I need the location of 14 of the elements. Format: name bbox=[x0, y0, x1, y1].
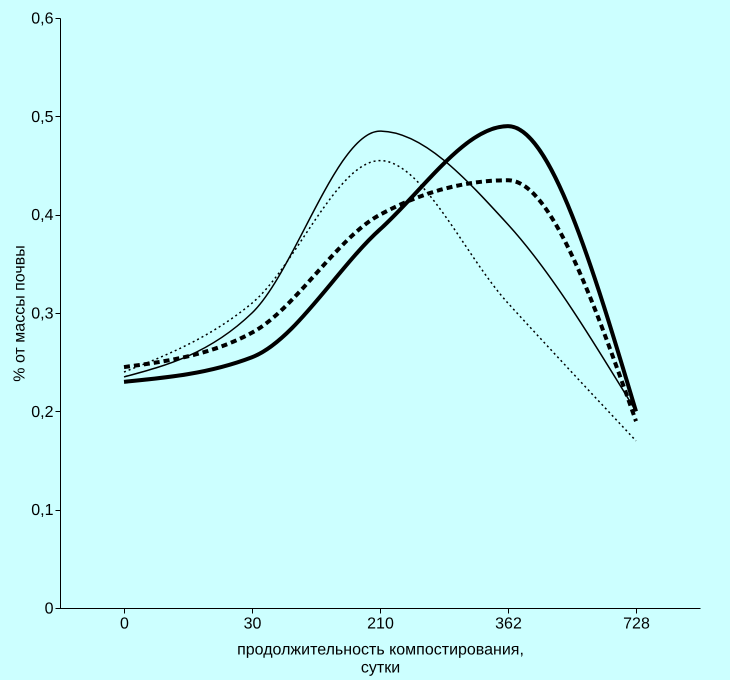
y-tick-label: 0,6 bbox=[31, 10, 54, 28]
y-tick-label: 0,4 bbox=[31, 207, 54, 224]
x-axis-title: продолжительность компостирования, сутки bbox=[237, 642, 524, 676]
y-tick-label: 0,1 bbox=[31, 502, 54, 520]
y-axis-title: % от массы почвы bbox=[11, 245, 28, 382]
x-tick-label: 30 bbox=[244, 616, 262, 632]
x-tick-label: 0 bbox=[120, 616, 130, 632]
y-tick-label: 0 bbox=[44, 600, 54, 618]
x-tick-label: 728 bbox=[623, 616, 650, 632]
y-tick-label: 0,5 bbox=[31, 108, 54, 126]
x-tick-label: 210 bbox=[367, 616, 394, 632]
x-tick-label: 362 bbox=[495, 616, 522, 632]
y-tick-label: 0,3 bbox=[31, 306, 54, 322]
y-tick-label: 0,2 bbox=[31, 404, 54, 421]
